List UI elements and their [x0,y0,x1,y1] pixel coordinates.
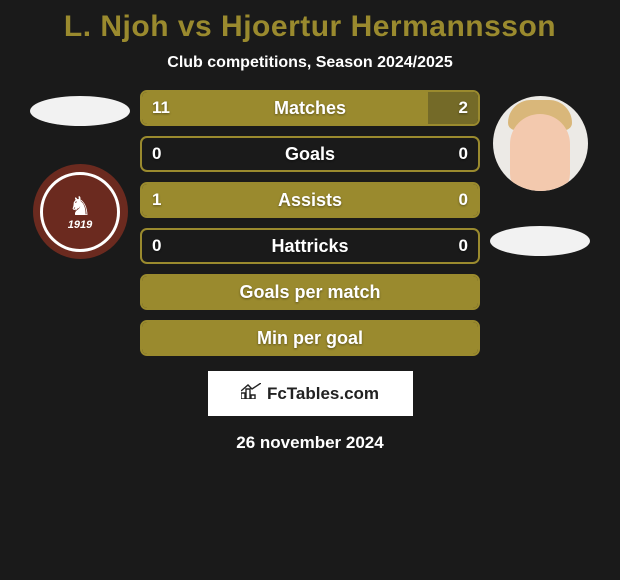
left-club-badge: ♞ 1919 [33,164,128,259]
avatar-face [510,114,570,192]
stat-label: Matches [274,98,346,119]
stat-value-left: 0 [152,144,161,164]
date-label: 26 november 2024 [236,433,383,453]
right-player-col [485,90,595,256]
stat-fill-right [428,92,478,124]
stat-label: Assists [278,190,342,211]
chart-icon [241,383,261,404]
stats-column: 11 2 Matches 0 0 Goals 1 0 Assists 0 0 Hattricks Goa… [140,90,480,356]
left-player-avatar-placeholder [30,96,130,126]
stat-value-right: 0 [459,190,468,210]
stat-value-right: 0 [459,236,468,256]
stat-bar: 0 0 Goals [140,136,480,172]
stat-bar: 0 0 Hattricks [140,228,480,264]
comparison-title: L. Njoh vs Hjoertur Hermannsson [64,10,556,44]
branding-badge: FcTables.com [208,371,413,416]
stat-value-left: 11 [152,98,170,118]
stat-bar: Goals per match [140,274,480,310]
right-club-badge-placeholder [490,226,590,256]
stat-label: Goals per match [239,282,380,303]
main-row: ♞ 1919 11 2 Matches 0 0 Goals 1 0 Assists 0 0 Hattr… [0,90,620,356]
stat-bar: 1 0 Assists [140,182,480,218]
stat-bar: 11 2 Matches [140,90,480,126]
left-player-col: ♞ 1919 [25,90,135,259]
stat-label: Min per goal [257,328,363,349]
right-player-avatar [493,96,588,191]
horse-icon: ♞ [68,193,91,219]
club-year: 1919 [68,219,92,231]
comparison-subtitle: Club competitions, Season 2024/2025 [167,54,452,72]
stat-label: Goals [285,144,335,165]
branding-text: FcTables.com [267,384,379,404]
stat-value-left: 0 [152,236,161,256]
stat-value-left: 1 [152,190,161,210]
stat-label: Hattricks [271,236,348,257]
stat-bar: Min per goal [140,320,480,356]
stat-value-right: 2 [459,98,468,118]
club-badge-inner: ♞ 1919 [40,172,120,252]
stat-value-right: 0 [459,144,468,164]
